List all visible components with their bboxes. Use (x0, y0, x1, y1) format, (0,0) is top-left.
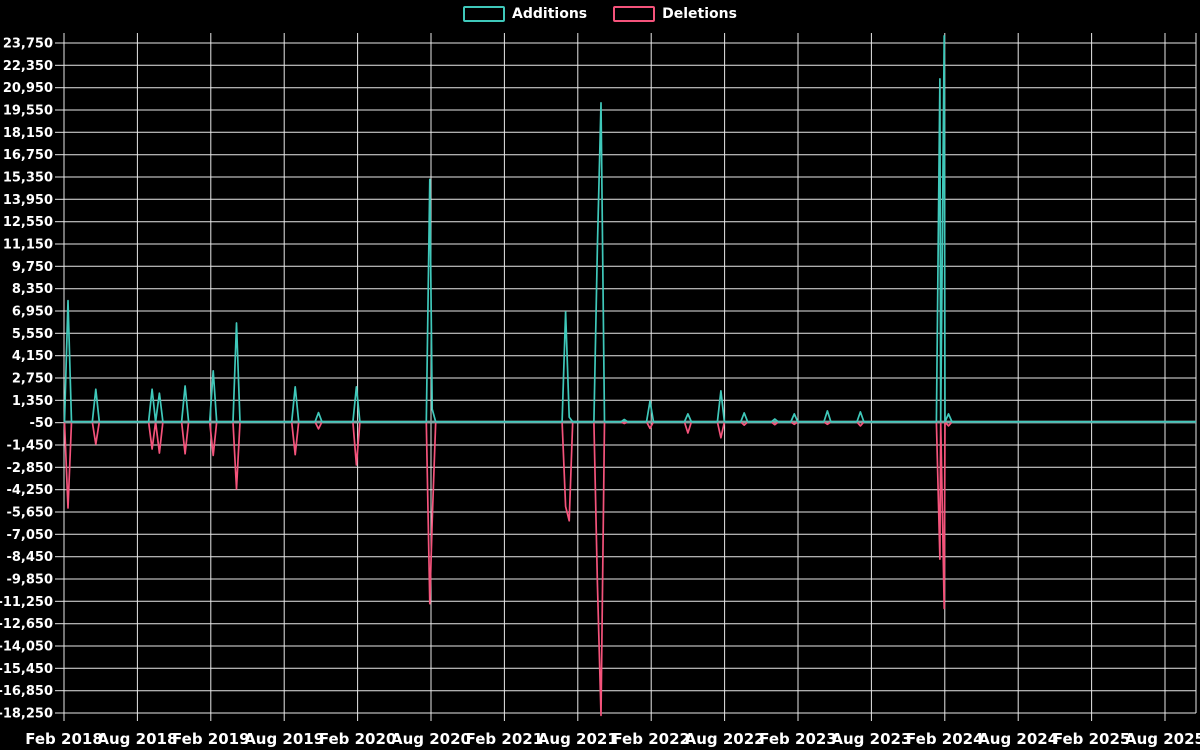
x-axis-label: Feb 2025 (1053, 730, 1131, 748)
x-axis-label: Aug 2018 (97, 730, 177, 748)
chart-legend: Additions Deletions (0, 6, 1200, 22)
y-axis-label: 2,750 (12, 372, 53, 387)
x-axis-label: Aug 2023 (831, 730, 911, 748)
deletions-legend-marker (613, 6, 656, 22)
y-axis-label: 15,350 (3, 171, 53, 186)
y-axis-label: -1,450 (6, 439, 53, 454)
y-axis-label: -5,650 (6, 506, 53, 521)
y-axis-label: 20,950 (3, 81, 53, 96)
x-axis-label: Aug 2021 (538, 730, 618, 748)
deletions-series-line (63, 421, 1196, 717)
y-axis-label: 18,150 (3, 126, 53, 141)
x-axis-label: Feb 2019 (172, 730, 250, 748)
y-axis-label: 8,350 (12, 282, 53, 297)
legend-item-additions[interactable]: Additions (463, 6, 587, 22)
y-axis-label: -2,850 (6, 461, 53, 476)
y-axis-label: -15,450 (0, 662, 53, 677)
y-axis-label: 11,150 (3, 238, 53, 253)
y-axis-label: -11,250 (0, 595, 53, 610)
y-axis-label: -14,050 (0, 640, 53, 655)
y-axis-label: 4,150 (12, 349, 53, 364)
additions-legend-marker (463, 6, 506, 22)
legend-item-deletions[interactable]: Deletions (613, 6, 737, 22)
x-axis-label: Feb 2018 (25, 730, 103, 748)
y-axis-label: 19,550 (3, 104, 53, 119)
y-axis-label: 22,350 (3, 59, 53, 74)
x-axis-label: Aug 2025 (1125, 730, 1200, 748)
y-axis-label: -16,850 (0, 684, 53, 699)
y-axis-label: -12,650 (0, 617, 53, 632)
x-axis-label: Feb 2024 (906, 730, 984, 748)
x-axis-label: Aug 2020 (391, 730, 471, 748)
y-axis-label: 6,950 (12, 305, 53, 320)
x-axis-label: Feb 2021 (466, 730, 544, 748)
x-axis-label: Feb 2023 (759, 730, 837, 748)
y-axis-label: 9,750 (12, 260, 53, 275)
y-axis-label: 5,550 (12, 327, 53, 342)
y-axis-label: 13,950 (3, 193, 53, 208)
y-axis-label: -8,450 (6, 550, 53, 565)
y-axis-label: -18,250 (0, 707, 53, 722)
y-axis-label: 1,350 (12, 394, 53, 409)
x-axis-label: Aug 2019 (244, 730, 324, 748)
y-axis-label: 23,750 (3, 37, 53, 52)
x-axis-label: Aug 2024 (978, 730, 1058, 748)
x-axis-label: Feb 2022 (612, 730, 690, 748)
y-axis-label: -9,850 (6, 573, 53, 588)
x-axis-label: Aug 2022 (685, 730, 765, 748)
y-axis-label: -50 (30, 416, 54, 431)
y-axis-label: 12,550 (3, 215, 53, 230)
y-axis-label: -7,050 (6, 528, 53, 543)
y-axis-label: -4,250 (6, 483, 53, 498)
y-axis-label: 16,750 (3, 148, 53, 163)
deletions-legend-label: Deletions (662, 6, 737, 22)
additions-series-line (63, 34, 1196, 423)
x-axis-label: Feb 2020 (319, 730, 397, 748)
additions-legend-label: Additions (512, 6, 588, 22)
